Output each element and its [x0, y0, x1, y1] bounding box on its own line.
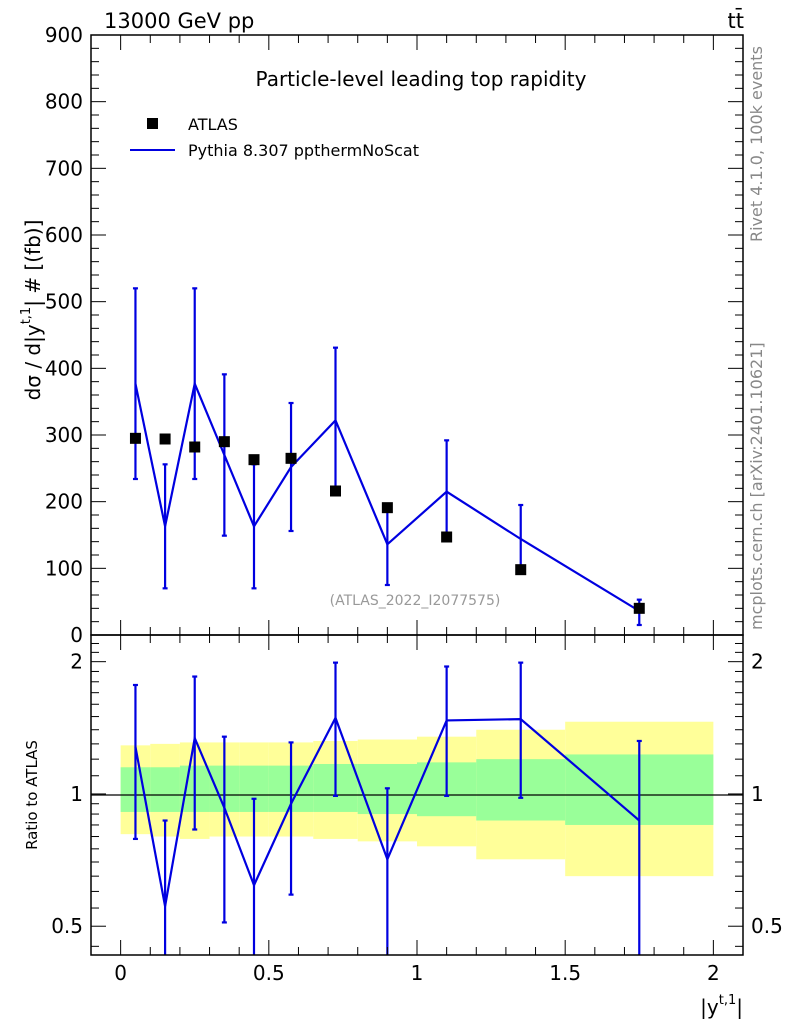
main-x-ticks [120, 35, 714, 635]
main-y-tick-label: 700 [45, 156, 83, 180]
legend-mc-label: Pythia 8.307 ppthermNoScat [188, 141, 419, 160]
atlas-point [441, 531, 453, 543]
atlas-point [159, 433, 171, 445]
ratio-y-tick-label-left: 2 [70, 650, 83, 674]
ratio-y-tick-label-right: 1 [751, 782, 764, 806]
stat-uncertainty-band [150, 767, 180, 812]
main-y-tick-label: 500 [45, 290, 83, 314]
ratio-y-tick-label-right: 0.5 [751, 914, 783, 938]
atlas-point [189, 441, 201, 453]
x-tick-label: 0 [114, 961, 127, 985]
main-y-tick-label: 400 [45, 356, 83, 380]
ylabel-tail: | # [(fb)] [21, 220, 45, 307]
ylabel-sup: t,1 [19, 307, 34, 325]
x-tick-label: 2 [707, 961, 720, 985]
mcplots-label: mcplots.cern.ch [arXiv:2401.10621] [747, 342, 766, 630]
rivet-label: Rivet 4.1.0, 100k events [747, 46, 766, 242]
ratio-y-tick-label-left: 0.5 [51, 914, 83, 938]
atlas-series [129, 432, 645, 614]
mc-series [132, 287, 642, 627]
main-y-axis-label: dσ / d|yt,1| # [(fb)] [19, 220, 45, 401]
atlas-point [330, 485, 341, 497]
ratio-x-ticks: 0 0.5 1 1.5 2 [114, 635, 720, 985]
main-panel: Particle-level leading top rapidity (ATL… [19, 23, 744, 647]
process-label: tt̄ [728, 8, 744, 33]
ratio-y-ticks: 0.5 0.5 1 1 2 2 [51, 642, 783, 947]
atlas-point [285, 452, 297, 464]
atlas-point [218, 436, 230, 448]
atlas-point [633, 602, 645, 614]
ylabel-main: dσ / d|y [21, 324, 45, 400]
ratio-frame [90, 634, 744, 956]
main-y-tick-label: 600 [45, 223, 83, 247]
main-y-tick-label: 300 [45, 423, 83, 447]
legend-atlas-label: ATLAS [188, 115, 238, 134]
x-axis-label: |yt,1| [700, 993, 743, 1019]
main-title: Particle-level leading top rapidity [256, 67, 587, 91]
x-tick-label: 0.5 [253, 961, 285, 985]
ratio-y-tick-label-right: 2 [751, 650, 764, 674]
main-y-ticks: 0 100 200 300 400 500 600 700 800 900 [45, 23, 743, 647]
main-y-tick-label: 0 [70, 623, 83, 647]
ratio-series [132, 661, 642, 955]
legend: ATLAS Pythia 8.307 ppthermNoScat [130, 115, 419, 160]
atlas-point [515, 564, 527, 576]
main-y-tick-label: 200 [45, 490, 83, 514]
x-tick-label: 1.5 [549, 961, 581, 985]
svg-text:dσ / d|yt,1| # [(fb)]: dσ / d|yt,1| # [(fb)] [19, 220, 45, 401]
xlabel-tail: | [736, 995, 743, 1019]
xlabel-sup: t,1 [719, 993, 737, 1008]
xlabel-main: |y [700, 995, 719, 1019]
main-y-tick-label: 100 [45, 556, 83, 580]
main-y-tick-label: 800 [45, 90, 83, 114]
energy-label: 13000 GeV pp [104, 9, 254, 33]
ratio-y-tick-label-left: 1 [70, 782, 83, 806]
watermark: (ATLAS_2022_I2077575) [330, 593, 501, 609]
ratio-panel: 0.5 0.5 1 1 2 2 0 0.5 1 1.5 2 Ratio to ATLAS |yt,… [23, 634, 783, 1019]
atlas-point [381, 502, 393, 514]
ratio-y-axis-label: Ratio to ATLAS [23, 740, 41, 850]
main-y-tick-label: 900 [45, 23, 83, 47]
atlas-point [129, 432, 141, 444]
x-tick-label: 1 [411, 961, 424, 985]
legend-atlas-marker [147, 118, 158, 129]
ratio-bands [120, 721, 714, 877]
atlas-point [248, 454, 260, 466]
